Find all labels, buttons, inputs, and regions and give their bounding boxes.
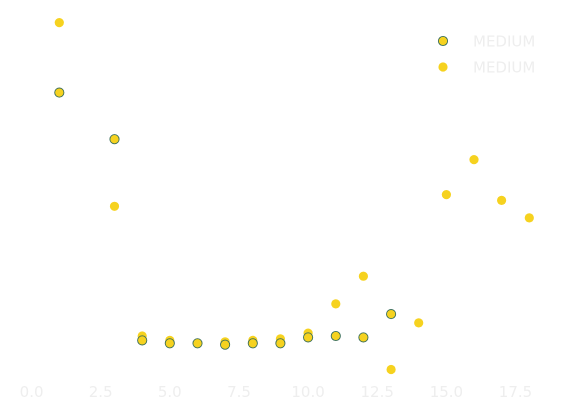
data-point [330, 330, 341, 342]
data-point [192, 338, 203, 349]
data-point [414, 318, 424, 328]
data-point [386, 309, 397, 320]
data-point [524, 213, 534, 223]
x-tick-label: 17.5 [499, 383, 532, 401]
data-point [441, 190, 451, 200]
x-tick-label: 0.0 [20, 383, 44, 401]
data-point [137, 335, 148, 346]
legend-marker [438, 62, 448, 72]
data-point [303, 332, 314, 343]
x-tick-label: 2.5 [89, 383, 113, 401]
data-point [54, 87, 65, 98]
data-point [164, 338, 175, 349]
data-point [358, 332, 369, 343]
x-tick-label: 10.0 [291, 383, 324, 401]
data-point [275, 338, 286, 349]
data-point [469, 155, 479, 165]
x-tick-label: 15.0 [430, 383, 463, 401]
legend-label: MEDIUM [473, 33, 535, 51]
data-point [247, 338, 258, 349]
data-point [109, 134, 120, 145]
x-axis-ticks: 0.0 2.5 5.0 7.5 10.0 12.5 15.0 17.5 [20, 383, 533, 401]
data-point [109, 201, 120, 211]
data-point [54, 18, 64, 28]
data-points [54, 18, 534, 375]
data-point [497, 195, 507, 205]
data-point [220, 339, 231, 350]
data-point [358, 271, 368, 281]
legend-marker [437, 35, 449, 47]
legend: MEDIUM MEDIUM [437, 33, 535, 77]
data-point [386, 364, 396, 375]
legend-label: MEDIUM [473, 59, 535, 77]
x-tick-label: 5.0 [158, 383, 182, 401]
data-point [331, 299, 341, 309]
x-tick-label: 12.5 [360, 383, 393, 401]
x-tick-label: 7.5 [227, 383, 251, 401]
